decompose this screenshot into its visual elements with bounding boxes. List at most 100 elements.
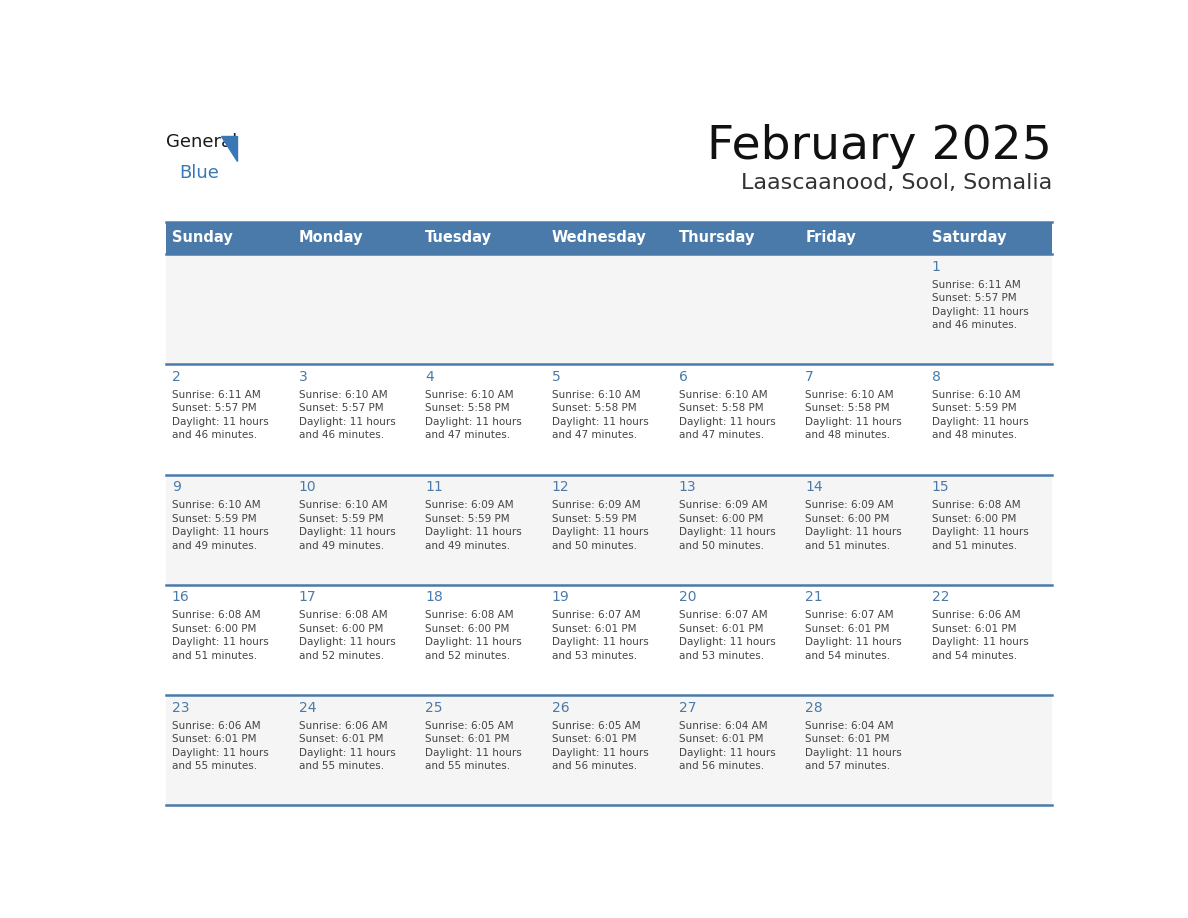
- Bar: [798, 254, 925, 364]
- Text: Sunrise: 6:06 AM: Sunrise: 6:06 AM: [298, 721, 387, 731]
- Text: and 46 minutes.: and 46 minutes.: [172, 431, 257, 441]
- Bar: [165, 475, 292, 585]
- Bar: [545, 585, 672, 695]
- Text: Sunrise: 6:07 AM: Sunrise: 6:07 AM: [678, 610, 767, 621]
- Text: 3: 3: [298, 370, 308, 384]
- Bar: [165, 695, 292, 805]
- Text: and 49 minutes.: and 49 minutes.: [425, 541, 511, 551]
- Text: Blue: Blue: [179, 164, 220, 182]
- Text: Sunset: 5:59 PM: Sunset: 5:59 PM: [931, 403, 1017, 413]
- Text: Sunset: 6:01 PM: Sunset: 6:01 PM: [425, 734, 510, 744]
- Text: 6: 6: [678, 370, 688, 384]
- Text: Daylight: 11 hours: Daylight: 11 hours: [678, 747, 776, 757]
- Bar: [165, 364, 292, 475]
- Text: and 47 minutes.: and 47 minutes.: [678, 431, 764, 441]
- Text: Sunset: 6:01 PM: Sunset: 6:01 PM: [552, 624, 637, 633]
- Text: 7: 7: [805, 370, 814, 384]
- Text: 17: 17: [298, 590, 316, 604]
- Text: Sunrise: 6:11 AM: Sunrise: 6:11 AM: [931, 280, 1020, 289]
- Text: Sunrise: 6:11 AM: Sunrise: 6:11 AM: [172, 390, 260, 400]
- Text: Sunrise: 6:05 AM: Sunrise: 6:05 AM: [425, 721, 514, 731]
- Bar: [798, 695, 925, 805]
- Text: Daylight: 11 hours: Daylight: 11 hours: [931, 307, 1029, 317]
- Text: and 46 minutes.: and 46 minutes.: [298, 431, 384, 441]
- Bar: [925, 364, 1053, 475]
- Text: Sunrise: 6:10 AM: Sunrise: 6:10 AM: [172, 500, 260, 510]
- Text: and 52 minutes.: and 52 minutes.: [425, 651, 511, 661]
- Text: Sunset: 6:00 PM: Sunset: 6:00 PM: [298, 624, 383, 633]
- Bar: [798, 475, 925, 585]
- Text: Sunrise: 6:10 AM: Sunrise: 6:10 AM: [552, 390, 640, 400]
- Text: and 57 minutes.: and 57 minutes.: [805, 761, 890, 771]
- Bar: [545, 364, 672, 475]
- Text: and 47 minutes.: and 47 minutes.: [552, 431, 637, 441]
- Text: Sunset: 5:59 PM: Sunset: 5:59 PM: [172, 513, 257, 523]
- Text: and 48 minutes.: and 48 minutes.: [931, 431, 1017, 441]
- Text: Daylight: 11 hours: Daylight: 11 hours: [805, 747, 902, 757]
- Text: Sunset: 5:58 PM: Sunset: 5:58 PM: [678, 403, 763, 413]
- Text: Sunset: 5:58 PM: Sunset: 5:58 PM: [425, 403, 510, 413]
- Text: Sunset: 6:01 PM: Sunset: 6:01 PM: [805, 624, 890, 633]
- Bar: [292, 585, 419, 695]
- Text: Sunset: 5:57 PM: Sunset: 5:57 PM: [298, 403, 384, 413]
- Text: Sunrise: 6:05 AM: Sunrise: 6:05 AM: [552, 721, 640, 731]
- Text: Daylight: 11 hours: Daylight: 11 hours: [298, 527, 396, 537]
- Bar: [419, 695, 545, 805]
- Text: Sunrise: 6:09 AM: Sunrise: 6:09 AM: [678, 500, 767, 510]
- Text: Daylight: 11 hours: Daylight: 11 hours: [805, 417, 902, 427]
- Text: 22: 22: [931, 590, 949, 604]
- Bar: [925, 695, 1053, 805]
- Text: Daylight: 11 hours: Daylight: 11 hours: [172, 747, 268, 757]
- Text: and 49 minutes.: and 49 minutes.: [172, 541, 257, 551]
- Text: Sunrise: 6:04 AM: Sunrise: 6:04 AM: [678, 721, 767, 731]
- Text: Wednesday: Wednesday: [552, 230, 646, 245]
- Text: Sunset: 5:59 PM: Sunset: 5:59 PM: [552, 513, 637, 523]
- Text: Sunrise: 6:09 AM: Sunrise: 6:09 AM: [552, 500, 640, 510]
- Text: Sunset: 6:01 PM: Sunset: 6:01 PM: [172, 734, 257, 744]
- Text: Daylight: 11 hours: Daylight: 11 hours: [678, 637, 776, 647]
- Bar: [545, 254, 672, 364]
- Text: Daylight: 11 hours: Daylight: 11 hours: [931, 417, 1029, 427]
- Text: and 53 minutes.: and 53 minutes.: [552, 651, 637, 661]
- Text: Sunrise: 6:08 AM: Sunrise: 6:08 AM: [172, 610, 260, 621]
- Text: Sunset: 6:01 PM: Sunset: 6:01 PM: [552, 734, 637, 744]
- Text: Sunrise: 6:07 AM: Sunrise: 6:07 AM: [805, 610, 893, 621]
- Text: Daylight: 11 hours: Daylight: 11 hours: [298, 747, 396, 757]
- Bar: [925, 475, 1053, 585]
- Text: 21: 21: [805, 590, 823, 604]
- Text: and 56 minutes.: and 56 minutes.: [552, 761, 637, 771]
- Text: Sunset: 6:00 PM: Sunset: 6:00 PM: [172, 624, 257, 633]
- Text: 23: 23: [172, 700, 189, 714]
- Text: Sunrise: 6:10 AM: Sunrise: 6:10 AM: [298, 390, 387, 400]
- Text: Sunrise: 6:07 AM: Sunrise: 6:07 AM: [552, 610, 640, 621]
- Text: Daylight: 11 hours: Daylight: 11 hours: [678, 527, 776, 537]
- Text: Laascaanood, Sool, Somalia: Laascaanood, Sool, Somalia: [741, 174, 1053, 194]
- Text: Daylight: 11 hours: Daylight: 11 hours: [298, 417, 396, 427]
- Bar: [292, 475, 419, 585]
- Text: 12: 12: [552, 480, 569, 494]
- Bar: [798, 364, 925, 475]
- Text: 18: 18: [425, 590, 443, 604]
- Bar: [672, 475, 798, 585]
- Bar: [292, 364, 419, 475]
- Text: February 2025: February 2025: [707, 124, 1053, 169]
- Text: Sunset: 6:00 PM: Sunset: 6:00 PM: [678, 513, 763, 523]
- Text: 19: 19: [552, 590, 569, 604]
- Text: Friday: Friday: [805, 230, 855, 245]
- Bar: [672, 254, 798, 364]
- Text: Daylight: 11 hours: Daylight: 11 hours: [425, 527, 522, 537]
- Text: Sunrise: 6:10 AM: Sunrise: 6:10 AM: [805, 390, 893, 400]
- Text: and 55 minutes.: and 55 minutes.: [172, 761, 257, 771]
- Bar: [545, 475, 672, 585]
- Bar: [292, 254, 419, 364]
- Text: Sunset: 6:00 PM: Sunset: 6:00 PM: [805, 513, 890, 523]
- Bar: [672, 364, 798, 475]
- Text: Sunset: 5:57 PM: Sunset: 5:57 PM: [172, 403, 257, 413]
- Bar: [165, 222, 1053, 254]
- Text: and 55 minutes.: and 55 minutes.: [298, 761, 384, 771]
- Polygon shape: [221, 137, 236, 161]
- Bar: [798, 585, 925, 695]
- Bar: [545, 695, 672, 805]
- Text: Thursday: Thursday: [678, 230, 754, 245]
- Text: Monday: Monday: [298, 230, 364, 245]
